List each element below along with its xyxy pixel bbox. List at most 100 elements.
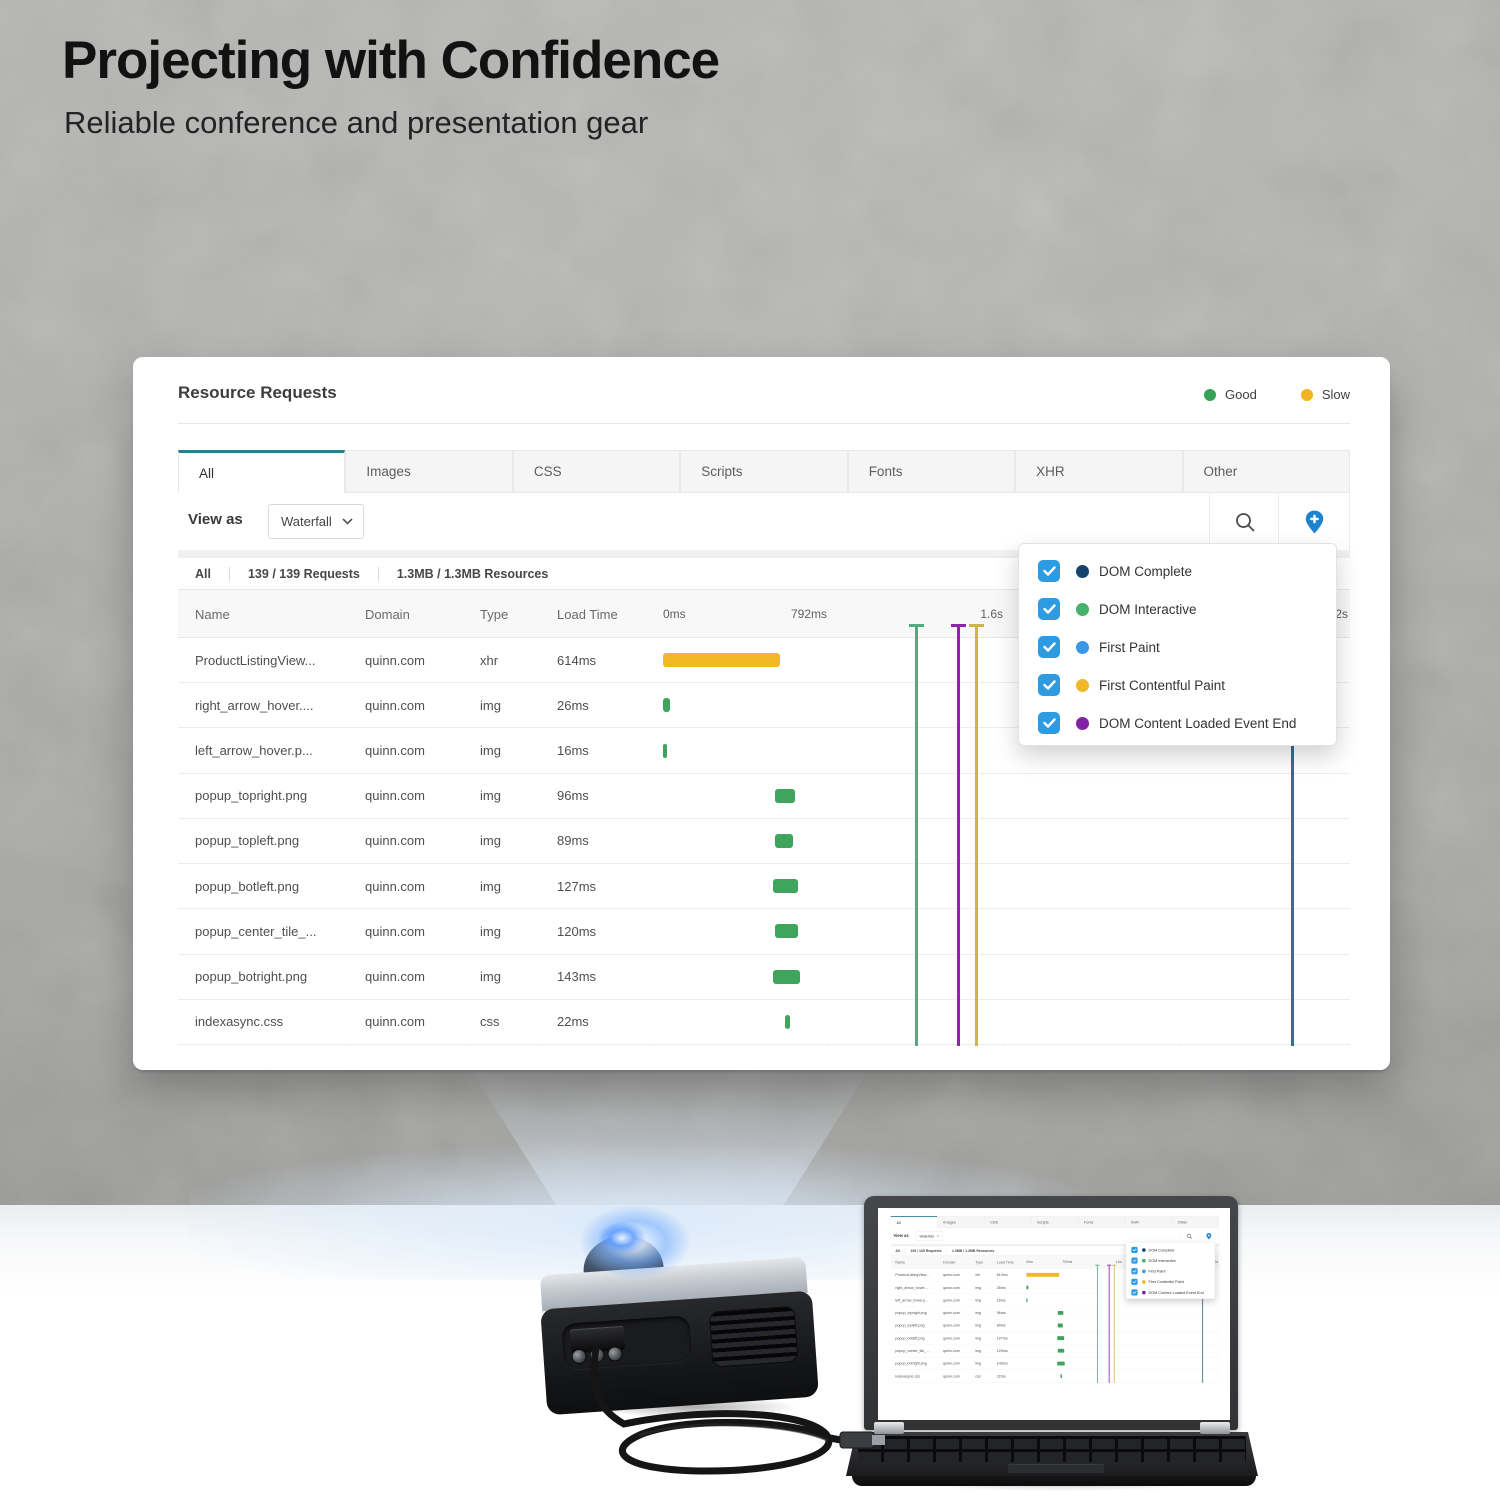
popup-item-first-contentful-paint[interactable]: First Contentful Paint (1019, 666, 1336, 704)
table-body: ProductListingView... quinn.com xhr 614m… (890, 1268, 1219, 1383)
tab-label: All (896, 1220, 901, 1225)
summary-requests: 139 / 139 Requests (247, 566, 360, 581)
add-filter-button[interactable] (1198, 1228, 1219, 1245)
summary-separator (228, 566, 230, 581)
checkbox-checked-icon[interactable] (1131, 1289, 1138, 1296)
tab-xhr[interactable]: XHR (1124, 1216, 1172, 1229)
popup-item-dom-content-loaded-event-end[interactable]: DOM Content Loaded Event End (1126, 1287, 1215, 1298)
table-row[interactable]: popup_topleft.png quinn.com img 89ms (178, 818, 1350, 865)
table-row[interactable]: popup_botright.png quinn.com img 143ms (178, 954, 1350, 1000)
waterfall-bar (1060, 1374, 1062, 1379)
table-row[interactable]: popup_topright.png quinn.com img 96ms (178, 773, 1350, 819)
tab-images[interactable]: Images (345, 450, 513, 493)
resource-name: popup_topleft.png (195, 833, 300, 849)
checkbox-checked-icon[interactable] (1038, 636, 1060, 658)
tab-other[interactable]: Other (1171, 1216, 1219, 1229)
slow-dot-icon (1300, 388, 1313, 401)
summary-resources: 1.3MB / 1.3MB Resources (396, 566, 549, 581)
projector (536, 1231, 819, 1418)
checkbox-checked-icon[interactable] (1131, 1257, 1138, 1264)
tab-bar: All Images CSS Scripts Fonts XHR Other (178, 450, 1350, 493)
popup-item-dom-interactive[interactable]: DOM Interactive (1126, 1255, 1215, 1266)
metric-color-dot (1142, 1269, 1146, 1274)
add-filter-button[interactable] (1278, 493, 1350, 550)
tab-scripts[interactable]: Scripts (680, 450, 848, 493)
popup-item-dom-interactive[interactable]: DOM Interactive (1019, 590, 1336, 628)
tab-all[interactable]: All (178, 450, 346, 493)
tab-label: CSS (533, 464, 562, 479)
summary-scope: All (195, 566, 211, 581)
marker-dom-interactive (909, 624, 924, 1046)
table-row[interactable]: popup_topright.png quinn.com img 96ms (890, 1306, 1219, 1320)
table-row[interactable]: indexasync.css quinn.com css 22ms (178, 999, 1350, 1045)
table-row[interactable]: indexasync.css quinn.com css 22ms (890, 1369, 1219, 1383)
resource-name: popup_topright.png (195, 788, 308, 804)
column-header-domain[interactable]: Domain (365, 606, 410, 622)
metric-label: First Paint (1148, 1269, 1166, 1274)
column-header-type[interactable]: Type (975, 1259, 984, 1265)
popup-item-dom-complete[interactable]: DOM Complete (1019, 552, 1336, 590)
metrics-filter-popup: DOM Complete DOM Interactive First Paint… (1018, 543, 1337, 746)
popup-item-first-contentful-paint[interactable]: First Contentful Paint (1126, 1277, 1215, 1288)
resource-type: img (975, 1285, 982, 1290)
table-row[interactable]: popup_botleft.png quinn.com img 127ms (178, 864, 1350, 910)
tab-css[interactable]: CSS (984, 1216, 1032, 1229)
tab-label: XHR (1036, 464, 1065, 479)
checkbox-checked-icon[interactable] (1038, 674, 1060, 696)
metric-color-dot (1142, 1248, 1146, 1252)
waterfall-bar (663, 698, 670, 713)
tab-label: Scripts (701, 464, 743, 479)
column-header-name[interactable]: Name (895, 1259, 906, 1265)
summary-requests: 139 / 139 Requests (910, 1248, 942, 1253)
metric-label: First Contentful Paint (1148, 1279, 1184, 1284)
checkbox-checked-icon[interactable] (1131, 1246, 1138, 1253)
resource-load-time: 120ms (996, 1348, 1008, 1353)
tab-css[interactable]: CSS (512, 450, 681, 493)
metric-color-dot (1076, 716, 1089, 730)
resource-domain: quinn.com (942, 1336, 960, 1341)
column-header-load[interactable]: Load Time (996, 1259, 1014, 1265)
table-row[interactable]: popup_botleft.png quinn.com img 127ms (890, 1331, 1219, 1345)
checkbox-checked-icon[interactable] (1131, 1278, 1138, 1285)
tab-fonts[interactable]: Fonts (1078, 1216, 1125, 1229)
table-row[interactable]: popup_center_tile_... quinn.com img 120m… (178, 909, 1350, 955)
tab-label: Images (943, 1219, 956, 1225)
checkbox-checked-icon[interactable] (1131, 1268, 1138, 1275)
table-row[interactable]: popup_center_tile_... quinn.com img 120m… (890, 1344, 1219, 1358)
tab-scripts[interactable]: Scripts (1031, 1216, 1079, 1229)
metric-label: DOM Interactive (1099, 601, 1197, 617)
checkbox-checked-icon[interactable] (1038, 712, 1060, 734)
search-button[interactable] (1209, 493, 1280, 550)
table-row[interactable]: popup_topleft.png quinn.com img 89ms (890, 1319, 1219, 1332)
waterfall-bar (773, 879, 798, 894)
column-header-type[interactable]: Type (480, 606, 509, 622)
column-header-domain[interactable]: Domain (942, 1259, 956, 1265)
resource-type: img (975, 1348, 982, 1353)
popup-item-first-paint[interactable]: First Paint (1126, 1266, 1215, 1277)
tab-xhr[interactable]: XHR (1015, 450, 1183, 493)
popup-item-first-paint[interactable]: First Paint (1019, 628, 1336, 666)
resource-type: img (480, 697, 501, 713)
column-header-load[interactable]: Load Time (557, 606, 618, 622)
view-mode-dropdown[interactable]: Waterfall (915, 1231, 943, 1241)
view-mode-dropdown[interactable]: Waterfall (268, 504, 364, 539)
tab-label: Other (1177, 1219, 1188, 1225)
column-header-name[interactable]: Name (195, 606, 230, 622)
marker-dom-interactive (1095, 1264, 1100, 1383)
table-row[interactable]: popup_botright.png quinn.com img 143ms (890, 1357, 1219, 1370)
legend-label: Slow (1321, 387, 1350, 402)
tab-images[interactable]: Images (937, 1216, 985, 1229)
waterfall-bar (775, 788, 795, 803)
tab-fonts[interactable]: Fonts (847, 450, 1016, 493)
popup-item-dom-content-loaded-event-end[interactable]: DOM Content Loaded Event End (1019, 704, 1336, 742)
resource-type: xhr (975, 1272, 981, 1277)
tab-all[interactable]: All (890, 1216, 938, 1229)
metric-label: DOM Complete (1099, 563, 1193, 579)
waterfall-bar (773, 969, 800, 984)
popup-item-dom-complete[interactable]: DOM Complete (1126, 1245, 1215, 1256)
resource-type: img (975, 1361, 982, 1366)
checkbox-checked-icon[interactable] (1038, 560, 1060, 582)
waterfall-bar (1026, 1298, 1028, 1303)
tab-other[interactable]: Other (1182, 450, 1350, 493)
checkbox-checked-icon[interactable] (1038, 598, 1060, 620)
